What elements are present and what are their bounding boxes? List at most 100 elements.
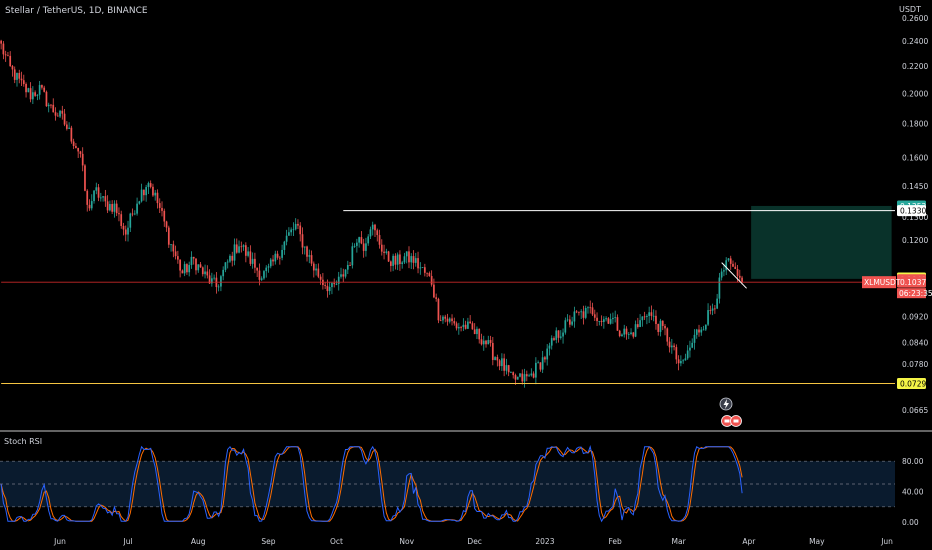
candle-body[interactable] <box>360 237 363 244</box>
candle-body[interactable] <box>396 254 399 265</box>
candle-body[interactable] <box>156 192 159 204</box>
candle-body[interactable] <box>120 214 123 226</box>
candle-body[interactable] <box>231 255 234 261</box>
price-axis[interactable]: 0.2600 0.2400 0.2200 0.2000 0.1800 0.1600 0.14… <box>862 14 932 415</box>
candle-body[interactable] <box>741 277 743 283</box>
candle-body[interactable] <box>0 40 2 44</box>
candle-body[interactable] <box>491 342 494 360</box>
candle-body[interactable] <box>346 264 349 270</box>
candle-body[interactable] <box>233 244 236 261</box>
candle-body[interactable] <box>210 278 213 284</box>
candle-body[interactable] <box>471 323 474 330</box>
candle-body[interactable] <box>532 373 535 378</box>
candle-body[interactable] <box>544 357 546 360</box>
candle-body[interactable] <box>462 324 465 328</box>
candle-body[interactable] <box>555 330 558 340</box>
candle-body[interactable] <box>154 192 157 196</box>
candle-body[interactable] <box>448 318 451 322</box>
candle-body[interactable] <box>256 267 259 271</box>
candle-body[interactable] <box>433 284 435 298</box>
candles-layer[interactable] <box>0 39 743 388</box>
candle-body[interactable] <box>684 358 687 361</box>
candle-body[interactable] <box>362 243 365 251</box>
candle-body[interactable] <box>25 83 27 93</box>
candle-body[interactable] <box>716 298 718 309</box>
candle-body[interactable] <box>278 257 281 259</box>
candle-body[interactable] <box>283 241 286 250</box>
candle-body[interactable] <box>88 204 91 209</box>
candle-body[interactable] <box>38 85 41 95</box>
candle-body[interactable] <box>310 255 313 264</box>
candle-body[interactable] <box>369 229 372 237</box>
candle-body[interactable] <box>115 203 118 214</box>
price-tag[interactable] <box>897 205 926 217</box>
candle-body[interactable] <box>172 244 175 252</box>
candle-body[interactable] <box>165 221 168 228</box>
candle-body[interactable] <box>109 204 111 211</box>
price-tag[interactable] <box>897 276 926 288</box>
candle-body[interactable] <box>84 165 86 191</box>
candle-body[interactable] <box>707 310 709 325</box>
candle-body[interactable] <box>226 261 229 263</box>
candle-body[interactable] <box>269 259 272 267</box>
candle-body[interactable] <box>335 283 338 285</box>
candle-body[interactable] <box>20 78 23 81</box>
candle-body[interactable] <box>11 66 14 70</box>
candle-body[interactable] <box>267 266 270 268</box>
candle-body[interactable] <box>63 113 66 125</box>
candle-body[interactable] <box>698 329 700 333</box>
candle-body[interactable] <box>122 225 125 230</box>
candle-body[interactable] <box>251 258 254 264</box>
candle-body[interactable] <box>476 328 478 335</box>
candle-body[interactable] <box>297 223 299 226</box>
candle-body[interactable] <box>682 360 685 362</box>
candle-body[interactable] <box>618 330 621 337</box>
candle-body[interactable] <box>408 251 410 263</box>
candle-body[interactable] <box>147 183 150 188</box>
candle-body[interactable] <box>666 328 669 342</box>
candle-body[interactable] <box>546 348 549 360</box>
candle-body[interactable] <box>9 55 12 67</box>
candle-body[interactable] <box>648 312 651 316</box>
candle-body[interactable] <box>195 258 197 271</box>
candle-body[interactable] <box>519 373 521 377</box>
candle-body[interactable] <box>102 196 104 198</box>
candle-body[interactable] <box>718 277 721 299</box>
candle-body[interactable] <box>564 320 567 333</box>
candle-body[interactable] <box>201 267 204 275</box>
candle-body[interactable] <box>657 324 660 332</box>
candle-body[interactable] <box>659 320 662 332</box>
candle-body[interactable] <box>423 267 426 273</box>
candle-body[interactable] <box>437 298 440 321</box>
candle-body[interactable] <box>306 246 308 257</box>
candle-body[interactable] <box>118 213 120 215</box>
candle-body[interactable] <box>720 271 723 278</box>
candle-body[interactable] <box>192 256 195 259</box>
candle-body[interactable] <box>516 376 519 380</box>
candle-body[interactable] <box>455 323 458 329</box>
candle-body[interactable] <box>220 276 222 287</box>
candle-body[interactable] <box>292 229 295 231</box>
candle-body[interactable] <box>70 127 73 142</box>
candle-body[interactable] <box>65 124 68 129</box>
candle-body[interactable] <box>464 324 467 329</box>
candle-body[interactable] <box>510 372 512 373</box>
candle-body[interactable] <box>376 230 379 236</box>
candle-body[interactable] <box>340 274 342 277</box>
candle-body[interactable] <box>4 54 7 56</box>
candle-body[interactable] <box>571 321 573 325</box>
candle-body[interactable] <box>467 321 469 329</box>
candle-body[interactable] <box>387 251 390 262</box>
candle-body[interactable] <box>254 258 256 268</box>
candle-body[interactable] <box>430 276 433 285</box>
candle-body[interactable] <box>435 297 438 299</box>
candle-body[interactable] <box>469 321 472 324</box>
candle-body[interactable] <box>31 92 34 100</box>
candle-body[interactable] <box>183 264 186 274</box>
candle-body[interactable] <box>734 266 737 270</box>
candle-body[interactable] <box>208 275 211 284</box>
candle-body[interactable] <box>317 268 320 277</box>
candle-body[interactable] <box>485 340 487 345</box>
candle-body[interactable] <box>315 268 317 271</box>
